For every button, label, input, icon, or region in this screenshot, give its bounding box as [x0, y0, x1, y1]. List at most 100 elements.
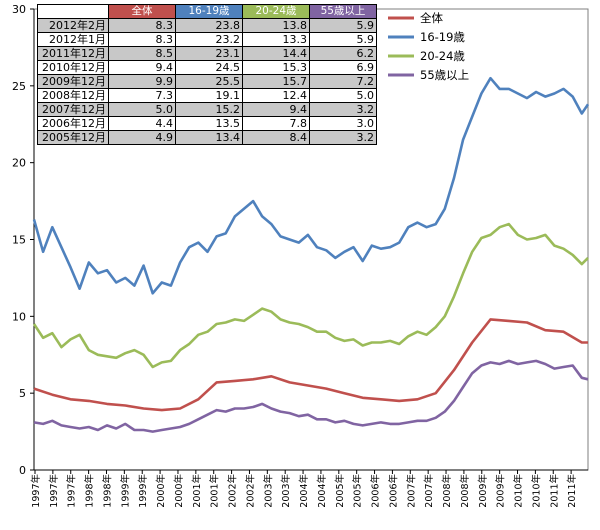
table-cell: 12.4 [242, 88, 310, 103]
table-row: 2011年12月 8.5 23.1 14.4 6.2 [37, 46, 377, 61]
x-axis-ticks: 1997年 1997年 1997年 1998年 1998年 1999年 1999年 2000年… [30, 470, 578, 508]
x-tick-label: 2006年 [387, 474, 399, 508]
table-cell: 8.3 [108, 32, 176, 47]
table-cell: 8.3 [108, 18, 176, 33]
y-axis-ticks: 0 5 10 15 20 25 30 [12, 3, 34, 477]
x-tick-label: 2000年 [155, 474, 167, 508]
x-tick-label: 2010年 [530, 474, 542, 508]
x-tick-label: 2010年 [513, 474, 525, 508]
table-cell: 5.0 [108, 102, 176, 117]
table-cell: 13.5 [175, 116, 243, 131]
x-tick-label: 2003年 [280, 474, 292, 508]
table-row-label: 2012年2月 [37, 18, 109, 33]
table-header-row: 全体 16-19歳 20-24歳 55歳以上 [37, 4, 377, 19]
table-header-cell: 16-19歳 [175, 4, 243, 19]
table-header-cell: 55歳以上 [309, 4, 377, 19]
x-tick-label: 2002年 [244, 474, 256, 508]
table-header-blank [37, 4, 109, 19]
y-tick-label: 5 [19, 387, 26, 400]
table-row: 2012年1月 8.3 23.2 13.3 5.9 [37, 32, 377, 47]
table-cell: 14.4 [242, 46, 310, 61]
table-cell: 19.1 [175, 88, 243, 103]
x-tick-label: 2009年 [495, 474, 507, 508]
x-tick-label: 2011年 [566, 474, 578, 508]
table-row-label: 2011年12月 [37, 46, 109, 61]
table-row-label: 2005年12月 [37, 130, 109, 145]
legend-label: 20-24歳 [420, 49, 465, 63]
table-row-label: 2009年12月 [37, 74, 109, 89]
table-row: 2006年12月 4.4 13.5 7.8 3.0 [37, 116, 377, 131]
table-cell: 7.8 [242, 116, 310, 131]
table-cell: 4.4 [108, 116, 176, 131]
table-cell: 8.5 [108, 46, 176, 61]
x-tick-label: 1998年 [84, 474, 96, 508]
table-cell: 23.1 [175, 46, 243, 61]
x-tick-label: 2003年 [262, 474, 274, 508]
table-cell: 24.5 [175, 60, 243, 75]
series-line [32, 222, 589, 369]
data-table: 全体 16-19歳 20-24歳 55歳以上 2012年2月 8.3 23.8 13.8 5.… [37, 4, 377, 145]
series-line [33, 318, 588, 412]
table-cell: 13.3 [242, 32, 310, 47]
table-cell: 7.2 [309, 74, 377, 89]
y-tick-label: 20 [12, 157, 26, 170]
table-row-label: 2007年12月 [37, 102, 109, 117]
table-body: 2012年2月 8.3 23.8 13.8 5.9 2012年1月 8.3 23.2 13.3 5… [37, 18, 377, 145]
table-cell: 7.3 [108, 88, 176, 103]
table-cell: 4.9 [108, 130, 176, 145]
table-header-cell: 全体 [108, 4, 176, 19]
series-line [33, 359, 589, 433]
table-cell: 23.2 [175, 32, 243, 47]
table-row-label: 2008年12月 [37, 88, 109, 103]
x-tick-label: 1997年 [66, 474, 78, 508]
table-cell: 23.8 [175, 18, 243, 33]
x-tick-label: 1997年 [48, 474, 60, 508]
x-tick-label: 2008年 [441, 474, 453, 508]
series-line [32, 76, 590, 295]
legend-label: 全体 [420, 11, 443, 25]
table-row-label: 2012年1月 [37, 32, 109, 47]
x-tick-label: 2002年 [227, 474, 239, 508]
table-cell: 13.4 [175, 130, 243, 145]
x-tick-label: 2008年 [459, 474, 471, 508]
table-cell: 3.0 [309, 116, 377, 131]
x-tick-label: 2005年 [352, 474, 364, 508]
table-row: 2008年12月 7.3 19.1 12.4 5.0 [37, 88, 377, 103]
x-tick-label: 2001年 [191, 474, 203, 508]
legend-label: 16-19歳 [420, 30, 465, 44]
x-tick-label: 2001年 [209, 474, 221, 508]
x-tick-label: 2004年 [298, 474, 310, 508]
x-tick-label: 1997年 [30, 474, 42, 508]
table-cell: 5.0 [309, 88, 377, 103]
series-lines [32, 76, 590, 433]
x-tick-label: 2000年 [173, 474, 185, 508]
table-cell: 3.2 [309, 130, 377, 145]
table-cell: 15.3 [242, 60, 310, 75]
y-tick-label: 0 [19, 464, 26, 477]
legend-label: 55歳以上 [420, 68, 469, 82]
table-header-cell: 20-24歳 [242, 4, 310, 19]
legend: 全体 16-19歳 20-24歳 55歳以上 [388, 11, 469, 82]
table-cell: 5.9 [309, 32, 377, 47]
table-cell: 9.4 [242, 102, 310, 117]
table-cell: 25.5 [175, 74, 243, 89]
table-row: 2012年2月 8.3 23.8 13.8 5.9 [37, 18, 377, 33]
x-tick-label: 2004年 [316, 474, 328, 508]
table-cell: 6.9 [309, 60, 377, 75]
y-tick-label: 10 [12, 310, 26, 323]
table-cell: 9.9 [108, 74, 176, 89]
table-row-label: 2010年12月 [37, 60, 109, 75]
table-row: 2010年12月 9.4 24.5 15.3 6.9 [37, 60, 377, 75]
table-cell: 15.7 [242, 74, 310, 89]
x-tick-label: 2007年 [405, 474, 417, 508]
table-row: 2007年12月 5.0 15.2 9.4 3.2 [37, 102, 377, 117]
x-tick-label: 2009年 [477, 474, 489, 508]
table-cell: 3.2 [309, 102, 377, 117]
table-cell: 13.8 [242, 18, 310, 33]
x-tick-label: 1999年 [119, 474, 131, 508]
x-tick-label: 2007年 [423, 474, 435, 508]
table-row-label: 2006年12月 [37, 116, 109, 131]
x-tick-label: 1998年 [101, 474, 113, 508]
x-tick-label: 1999年 [137, 474, 149, 508]
